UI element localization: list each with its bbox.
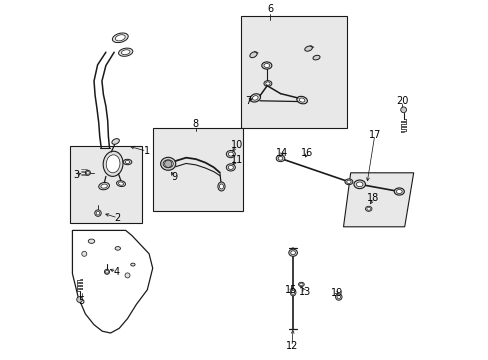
Ellipse shape xyxy=(228,152,233,156)
Bar xyxy=(241,16,346,128)
Ellipse shape xyxy=(396,189,401,194)
Ellipse shape xyxy=(103,151,123,176)
Circle shape xyxy=(81,251,87,256)
Ellipse shape xyxy=(112,33,128,42)
Ellipse shape xyxy=(125,161,130,163)
Ellipse shape xyxy=(304,46,312,51)
Ellipse shape xyxy=(356,182,362,187)
Circle shape xyxy=(96,211,100,215)
Ellipse shape xyxy=(264,81,271,86)
Circle shape xyxy=(104,269,109,274)
Ellipse shape xyxy=(265,82,269,85)
Bar xyxy=(152,128,242,211)
Ellipse shape xyxy=(393,188,404,195)
Ellipse shape xyxy=(226,164,235,171)
Text: 19: 19 xyxy=(330,288,343,298)
Ellipse shape xyxy=(252,96,258,100)
Text: 13: 13 xyxy=(298,287,310,297)
Text: 12: 12 xyxy=(285,341,298,351)
Ellipse shape xyxy=(118,48,133,56)
Ellipse shape xyxy=(249,94,260,102)
Ellipse shape xyxy=(296,96,307,104)
Ellipse shape xyxy=(121,50,130,55)
Circle shape xyxy=(105,270,108,273)
Text: 14: 14 xyxy=(275,148,287,158)
Text: 6: 6 xyxy=(267,4,273,14)
Circle shape xyxy=(164,160,171,167)
Ellipse shape xyxy=(365,206,371,211)
Ellipse shape xyxy=(346,180,350,184)
Circle shape xyxy=(125,273,130,278)
Text: 20: 20 xyxy=(395,96,407,106)
Circle shape xyxy=(335,294,342,300)
Ellipse shape xyxy=(290,251,295,255)
Text: 7: 7 xyxy=(244,96,251,106)
Bar xyxy=(70,146,142,223)
Ellipse shape xyxy=(289,289,295,296)
Text: 3: 3 xyxy=(73,170,79,180)
Ellipse shape xyxy=(276,155,284,162)
Circle shape xyxy=(95,210,101,216)
Ellipse shape xyxy=(116,181,125,186)
Ellipse shape xyxy=(249,52,257,58)
Ellipse shape xyxy=(298,282,304,287)
Circle shape xyxy=(86,171,89,174)
Ellipse shape xyxy=(101,184,107,188)
Ellipse shape xyxy=(344,179,352,185)
Ellipse shape xyxy=(160,157,175,170)
Ellipse shape xyxy=(366,207,370,210)
Text: 11: 11 xyxy=(230,155,242,165)
Ellipse shape xyxy=(288,249,297,256)
Text: 4: 4 xyxy=(113,267,120,277)
Text: 18: 18 xyxy=(366,193,379,203)
Ellipse shape xyxy=(264,63,269,68)
Circle shape xyxy=(85,170,90,175)
Polygon shape xyxy=(72,230,152,333)
Circle shape xyxy=(400,107,406,113)
Ellipse shape xyxy=(123,159,132,165)
Ellipse shape xyxy=(112,139,119,144)
Text: 17: 17 xyxy=(368,130,380,140)
Ellipse shape xyxy=(218,182,224,191)
Ellipse shape xyxy=(118,182,123,185)
Circle shape xyxy=(336,295,340,299)
Ellipse shape xyxy=(261,62,271,69)
Ellipse shape xyxy=(219,184,223,189)
Ellipse shape xyxy=(163,160,173,168)
Ellipse shape xyxy=(115,247,120,250)
Ellipse shape xyxy=(353,180,365,189)
Ellipse shape xyxy=(226,150,235,158)
Polygon shape xyxy=(343,173,413,227)
Text: 10: 10 xyxy=(230,140,242,150)
Text: 8: 8 xyxy=(192,119,199,129)
Ellipse shape xyxy=(88,239,95,243)
Text: 5: 5 xyxy=(79,296,85,306)
Ellipse shape xyxy=(130,263,135,266)
Ellipse shape xyxy=(99,183,109,190)
Ellipse shape xyxy=(115,35,125,41)
Text: 2: 2 xyxy=(114,213,121,223)
Ellipse shape xyxy=(291,290,294,294)
Ellipse shape xyxy=(299,283,303,286)
Ellipse shape xyxy=(312,55,319,60)
Circle shape xyxy=(77,297,82,302)
Ellipse shape xyxy=(299,98,305,102)
Text: 1: 1 xyxy=(143,146,149,156)
Text: 15: 15 xyxy=(285,285,297,295)
Ellipse shape xyxy=(278,157,282,160)
Text: 9: 9 xyxy=(171,172,177,182)
Ellipse shape xyxy=(106,155,120,173)
Text: 16: 16 xyxy=(301,148,313,158)
Ellipse shape xyxy=(228,166,233,169)
